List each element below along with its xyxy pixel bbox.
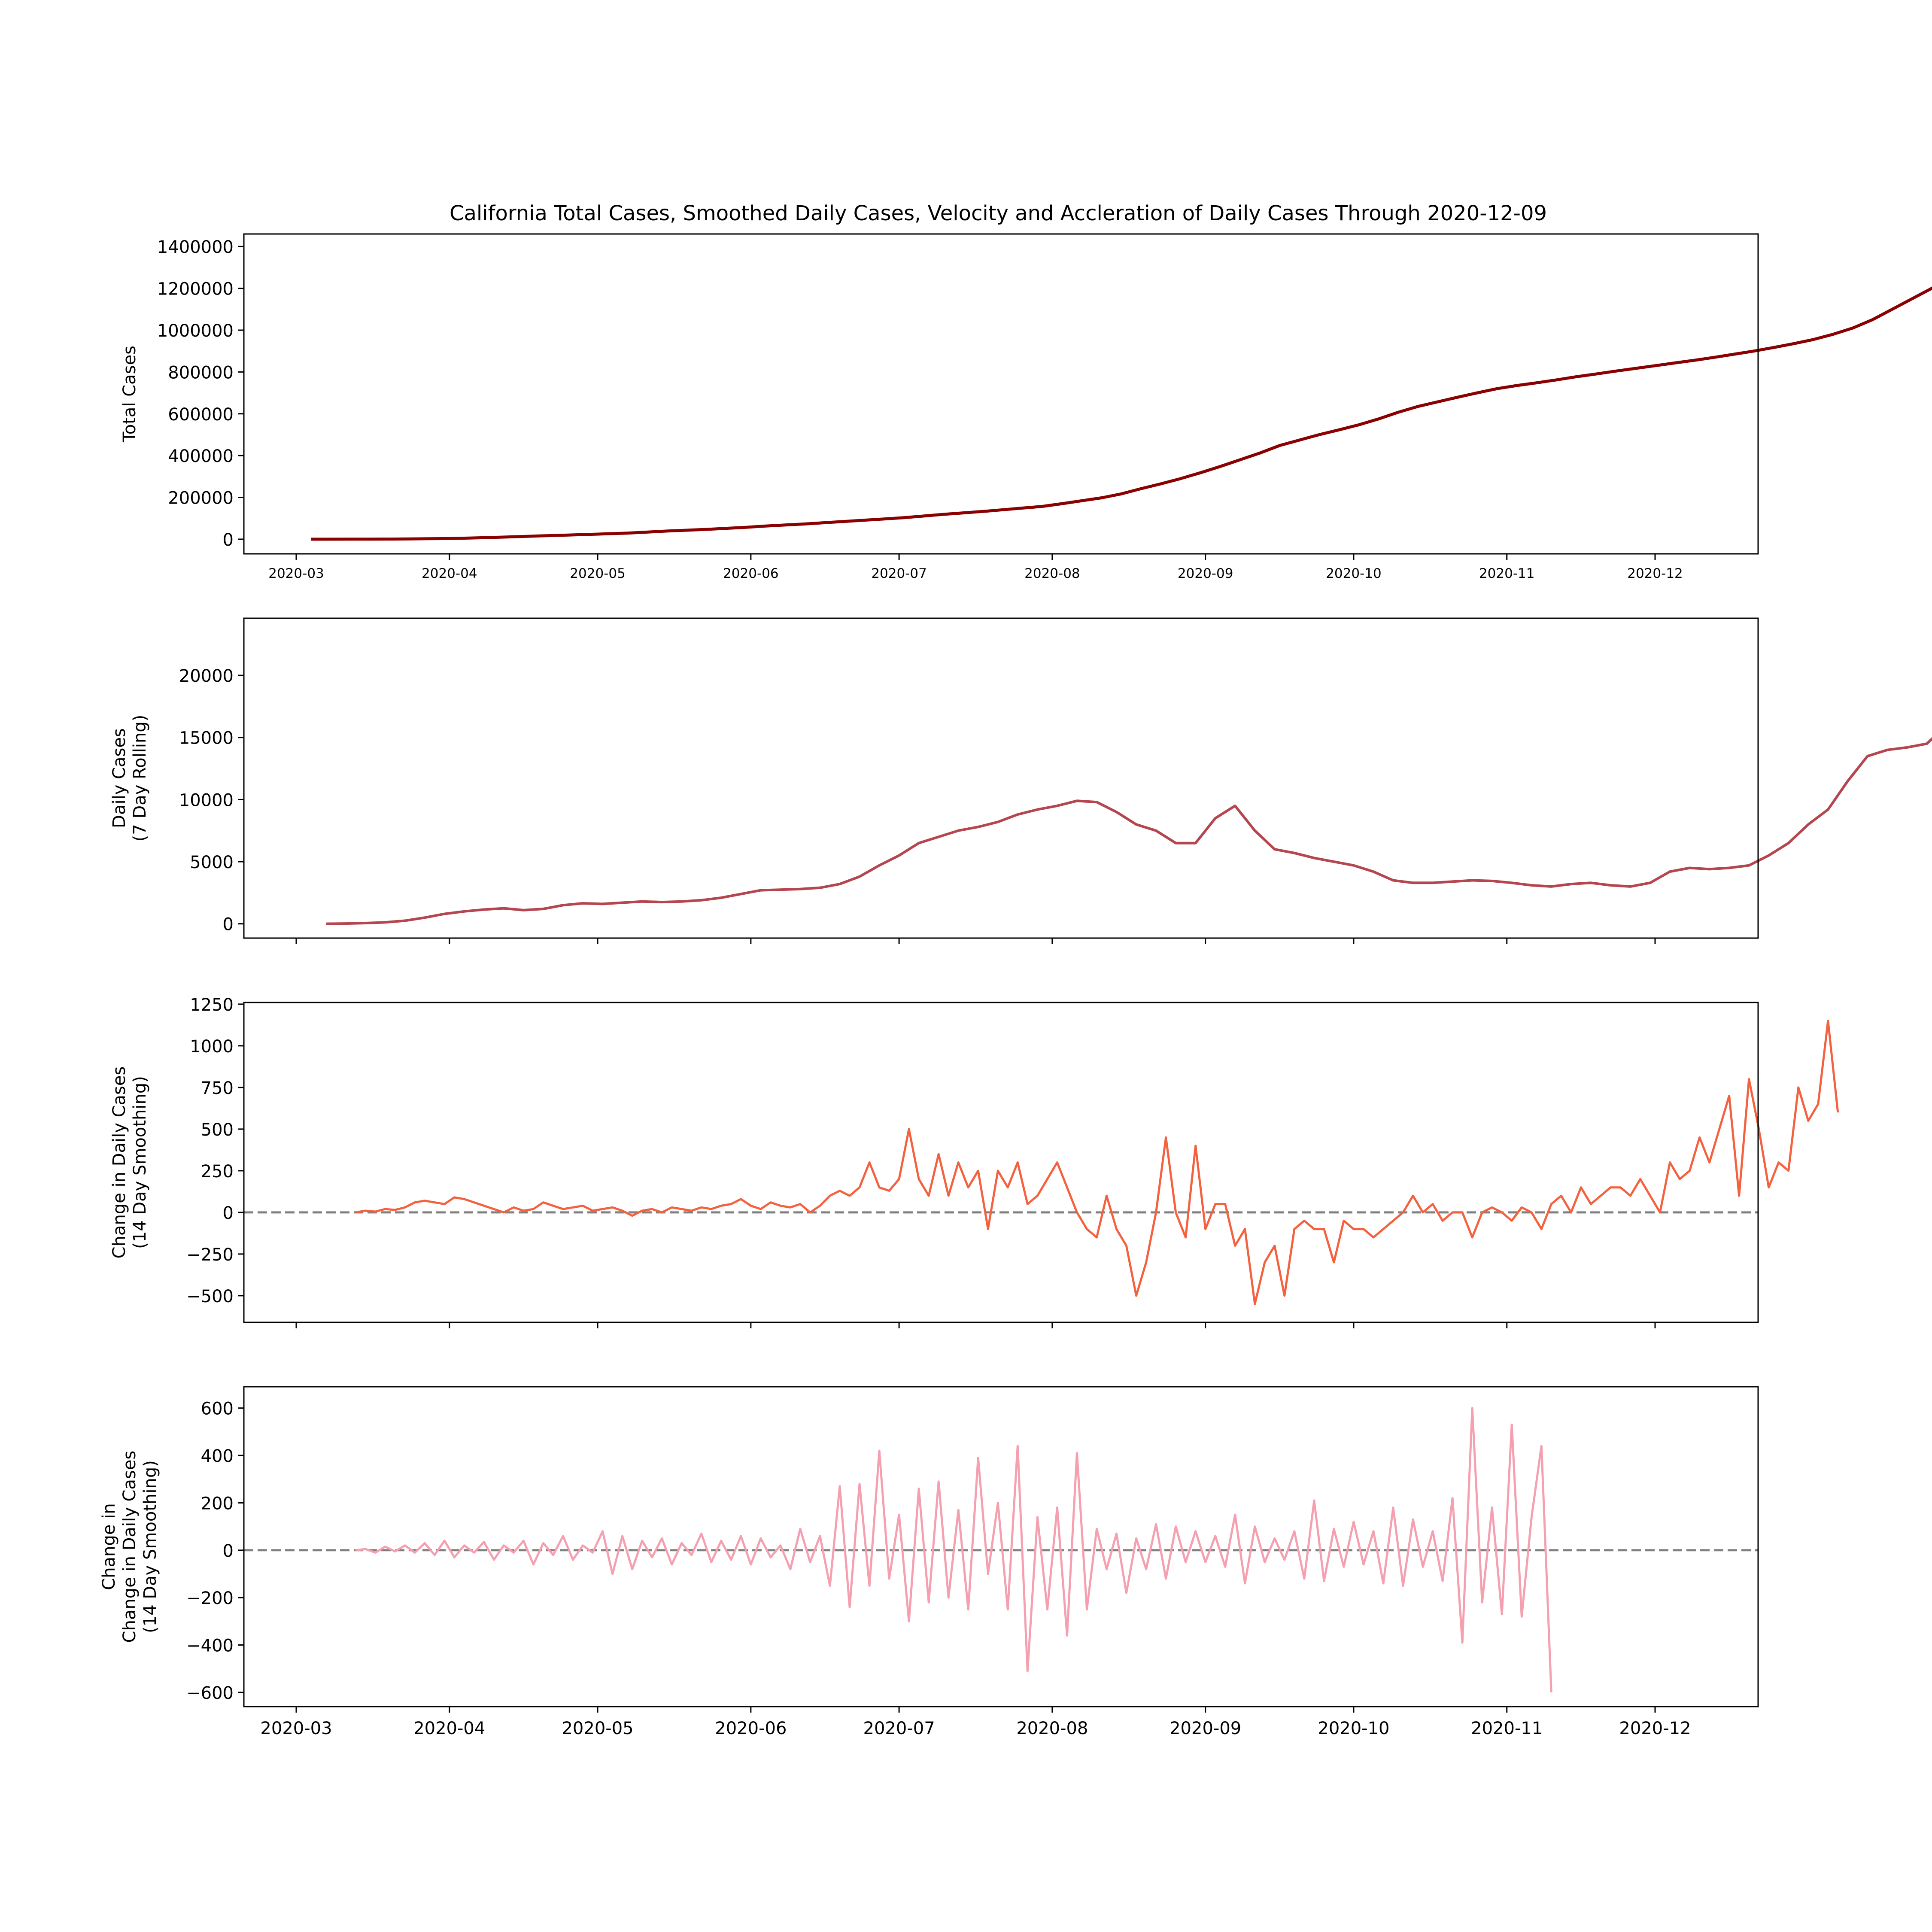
acceleration-xtick-label: 2020-10 bbox=[1318, 1719, 1389, 1738]
velocity-ytick-label: 1250 bbox=[190, 995, 234, 1015]
total-cases-ytick-label: 1000000 bbox=[157, 321, 234, 341]
velocity-ytick-label: −250 bbox=[186, 1245, 234, 1265]
total-cases-xtick-label: 2020-11 bbox=[1479, 566, 1535, 581]
total-cases-ytick-label: 400000 bbox=[168, 447, 234, 466]
total-cases-ytick-label: 0 bbox=[223, 530, 234, 550]
acceleration-ytick-label: 0 bbox=[223, 1541, 234, 1561]
acceleration-xtick-label: 2020-06 bbox=[715, 1719, 787, 1738]
total-cases-ylabel: Total Cases bbox=[120, 346, 140, 443]
total-cases-xtick-label: 2020-12 bbox=[1627, 566, 1683, 581]
acceleration-xtick-label: 2020-05 bbox=[562, 1719, 633, 1738]
total-cases-xtick-label: 2020-10 bbox=[1326, 566, 1382, 581]
acceleration-xtick-label: 2020-07 bbox=[863, 1719, 935, 1738]
total-cases-xtick-label: 2020-06 bbox=[723, 566, 779, 581]
total-cases-xtick-label: 2020-04 bbox=[422, 566, 477, 581]
acceleration-xtick-label: 2020-04 bbox=[413, 1719, 485, 1738]
total-cases-xtick-label: 2020-08 bbox=[1024, 566, 1080, 581]
acceleration-xtick-label: 2020-09 bbox=[1170, 1719, 1241, 1738]
acceleration-xtick-label: 2020-11 bbox=[1471, 1719, 1543, 1738]
acceleration-ytick-label: 200 bbox=[201, 1494, 234, 1513]
total-cases-ytick-label: 200000 bbox=[168, 489, 234, 508]
acceleration-ytick-label: −600 bbox=[186, 1683, 234, 1703]
chart-title: California Total Cases, Smoothed Daily C… bbox=[450, 201, 1547, 225]
acceleration-xtick-label: 2020-12 bbox=[1619, 1719, 1691, 1738]
daily-cases-ytick-label: 0 bbox=[223, 915, 234, 935]
velocity-ytick-label: 1000 bbox=[190, 1037, 234, 1057]
acceleration-xtick-label: 2020-03 bbox=[260, 1719, 332, 1738]
velocity-ytick-label: 500 bbox=[201, 1120, 234, 1140]
daily-cases-ytick-label: 15000 bbox=[179, 729, 234, 748]
acceleration-ytick-label: 400 bbox=[201, 1446, 234, 1466]
daily-cases-ytick-label: 20000 bbox=[179, 666, 234, 686]
velocity-ytick-label: 250 bbox=[201, 1162, 234, 1182]
total-cases-xtick-label: 2020-05 bbox=[570, 566, 626, 581]
acceleration-ytick-label: 600 bbox=[201, 1399, 234, 1419]
total-cases-ytick-label: 1200000 bbox=[157, 279, 234, 299]
acceleration-ytick-label: −400 bbox=[186, 1636, 234, 1656]
acceleration-xtick-label: 2020-08 bbox=[1016, 1719, 1088, 1738]
total-cases-xtick-label: 2020-09 bbox=[1178, 566, 1233, 581]
total-cases-ytick-label: 600000 bbox=[168, 405, 234, 425]
total-cases-ytick-label: 1400000 bbox=[157, 237, 234, 257]
total-cases-xtick-label: 2020-07 bbox=[871, 566, 927, 581]
daily-cases-ytick-label: 10000 bbox=[179, 790, 234, 810]
total-cases-ytick-label: 800000 bbox=[168, 363, 234, 383]
total-cases-xtick-label: 2020-03 bbox=[268, 566, 324, 581]
velocity-ytick-label: 0 bbox=[223, 1203, 234, 1223]
daily-cases-ytick-label: 5000 bbox=[190, 853, 234, 872]
acceleration-ytick-label: −200 bbox=[186, 1589, 234, 1608]
velocity-ytick-label: −500 bbox=[186, 1287, 234, 1306]
velocity-ytick-label: 750 bbox=[201, 1078, 234, 1098]
